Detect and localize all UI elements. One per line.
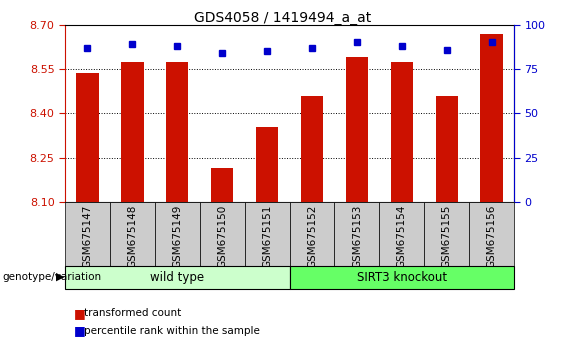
Text: GSM675154: GSM675154 [397, 205, 407, 268]
Bar [334, 202, 380, 266]
Text: ■: ■ [73, 325, 85, 337]
Bar [256, 126, 279, 202]
Bar [155, 202, 200, 266]
Bar [110, 202, 155, 266]
Bar [480, 34, 503, 202]
Text: GSM675148: GSM675148 [127, 205, 137, 268]
Bar [469, 202, 514, 266]
Bar [166, 62, 189, 202]
Text: GSM675153: GSM675153 [352, 205, 362, 268]
Bar [121, 62, 144, 202]
Bar [65, 202, 110, 266]
Text: GDS4058 / 1419494_a_at: GDS4058 / 1419494_a_at [194, 11, 371, 25]
Bar [346, 57, 368, 202]
Bar [211, 168, 233, 202]
Bar [436, 96, 458, 202]
Bar [380, 202, 424, 266]
Text: percentile rank within the sample: percentile rank within the sample [84, 326, 259, 336]
Bar [76, 74, 99, 202]
Bar [65, 266, 289, 289]
Bar [424, 202, 469, 266]
Text: SIRT3 knockout: SIRT3 knockout [357, 270, 447, 284]
Text: GSM675155: GSM675155 [442, 205, 452, 268]
Text: genotype/variation: genotype/variation [3, 272, 102, 282]
Bar [390, 62, 413, 202]
Bar [301, 96, 323, 202]
Text: transformed count: transformed count [84, 308, 181, 318]
Text: wild type: wild type [150, 270, 205, 284]
Text: GSM675152: GSM675152 [307, 205, 317, 268]
Text: ■: ■ [73, 307, 85, 320]
Text: GSM675151: GSM675151 [262, 205, 272, 268]
Text: ▶: ▶ [56, 272, 65, 282]
Bar [289, 202, 334, 266]
Bar [289, 266, 514, 289]
Bar [245, 202, 289, 266]
Text: GSM675150: GSM675150 [217, 205, 227, 268]
Bar [200, 202, 245, 266]
Text: GSM675156: GSM675156 [486, 205, 497, 268]
Text: GSM675149: GSM675149 [172, 205, 182, 268]
Text: GSM675147: GSM675147 [82, 205, 93, 268]
